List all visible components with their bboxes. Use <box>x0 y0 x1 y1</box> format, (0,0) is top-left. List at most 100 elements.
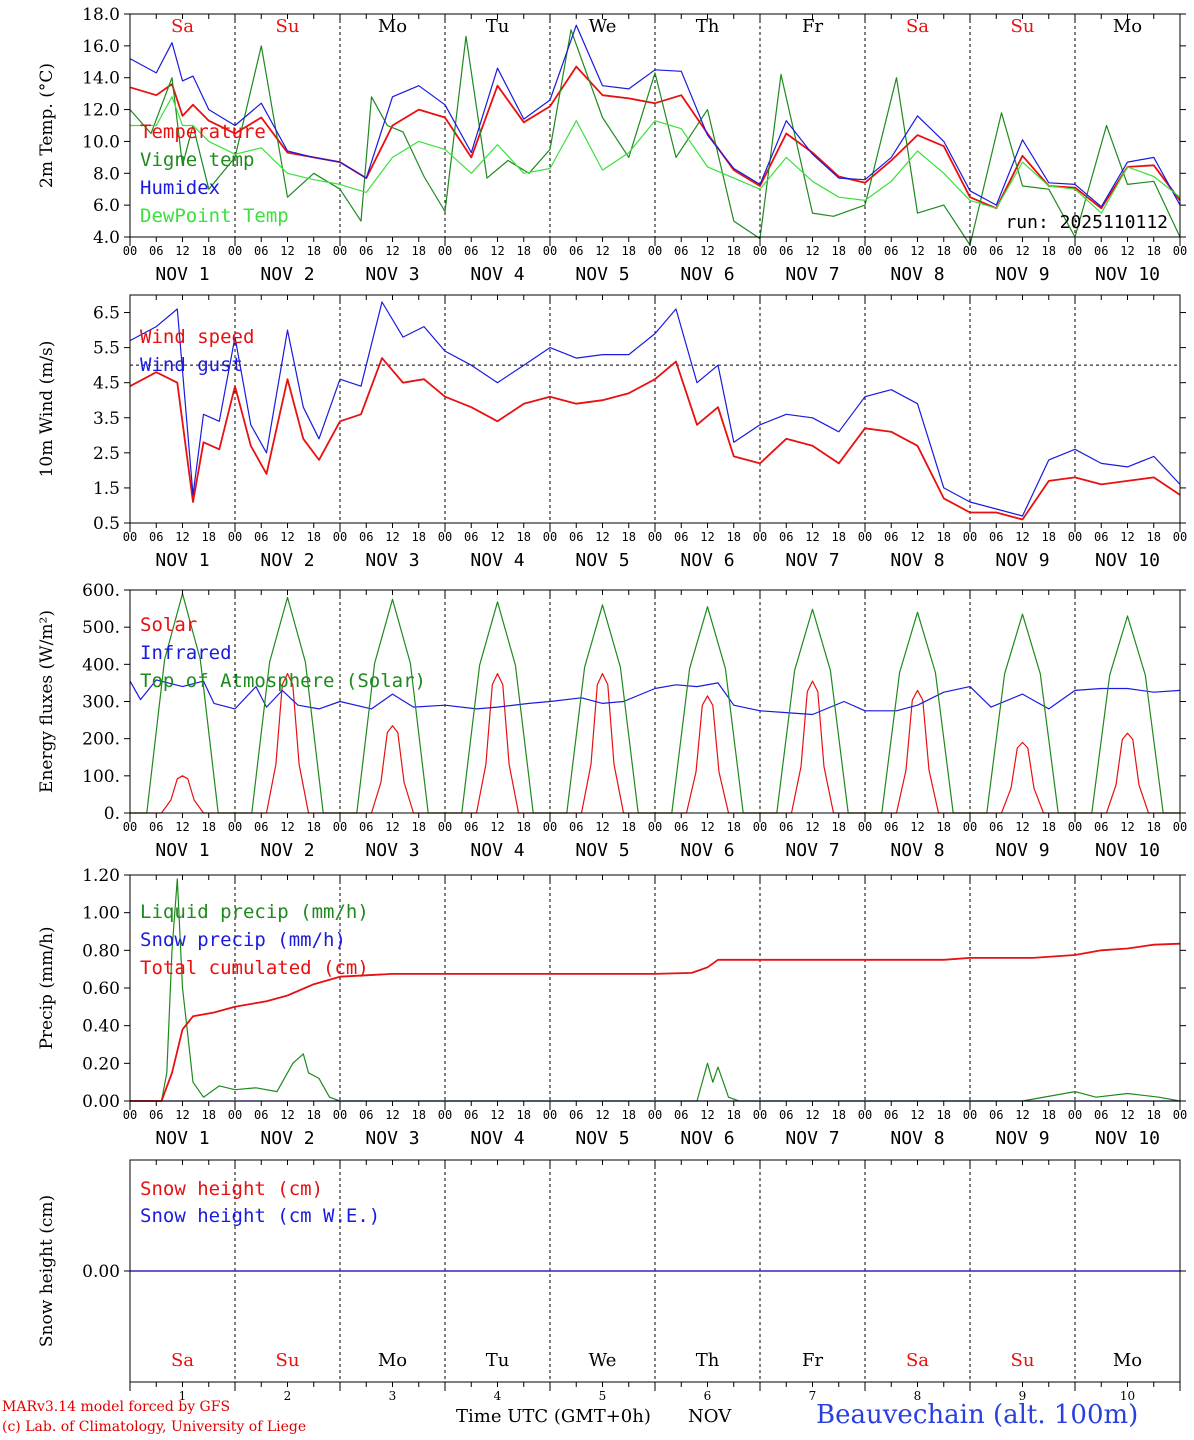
hour-label: 06 <box>989 1108 1003 1122</box>
hour-label: 06 <box>254 1108 268 1122</box>
y-tick-label: 16.0 <box>82 37 120 57</box>
day-number: 4 <box>494 1389 502 1403</box>
y-tick-label: 300. <box>82 693 120 713</box>
date-label: NOV 3 <box>365 264 419 285</box>
hour-label: 00 <box>333 1108 347 1122</box>
hour-label: 12 <box>700 820 714 834</box>
hour-label: 00 <box>438 1108 452 1122</box>
date-label: NOV 10 <box>1095 840 1160 861</box>
hour-label: 06 <box>779 244 793 258</box>
legend-entry: Wind gust <box>140 354 243 376</box>
day-name: Mo <box>378 1350 407 1371</box>
hour-label: 00 <box>438 244 452 258</box>
y-tick-label: 0. <box>104 804 120 824</box>
hour-label: 12 <box>280 530 294 544</box>
date-label: NOV 9 <box>995 550 1049 571</box>
y-tick-label: 0.40 <box>82 1017 120 1037</box>
hour-label: 00 <box>858 1108 872 1122</box>
hour-label: 18 <box>1147 244 1161 258</box>
hour-label: 12 <box>700 1108 714 1122</box>
hour-label: 18 <box>412 820 426 834</box>
hour-label: 00 <box>1173 244 1187 258</box>
hour-label: 18 <box>622 1108 636 1122</box>
hour-label: 00 <box>1068 1108 1082 1122</box>
hour-label: 18 <box>832 244 846 258</box>
y-tick-label: 12.0 <box>82 101 120 121</box>
date-label: NOV 9 <box>995 1128 1049 1149</box>
date-label: NOV 8 <box>890 550 944 571</box>
legend-entry: DewPoint Temp <box>140 205 289 227</box>
hour-label: 06 <box>464 1108 478 1122</box>
y-tick-label: 200. <box>82 730 120 750</box>
day-number: 6 <box>704 1389 712 1403</box>
hour-label: 06 <box>359 530 373 544</box>
date-label: NOV 1 <box>155 264 209 285</box>
hour-label: 18 <box>1042 1108 1056 1122</box>
hour-label: 18 <box>202 530 216 544</box>
hour-label: 06 <box>569 244 583 258</box>
date-label: NOV 1 <box>155 840 209 861</box>
x-axis-title: Time UTC (GMT+0h) <box>456 1406 651 1427</box>
hour-label: 00 <box>228 1108 242 1122</box>
hour-label: 12 <box>910 1108 924 1122</box>
day-number: 3 <box>389 1389 397 1403</box>
date-label: NOV 3 <box>365 1128 419 1149</box>
y-tick-label: 3.5 <box>93 409 120 429</box>
hour-label: 00 <box>543 244 557 258</box>
hour-label: 06 <box>674 820 688 834</box>
hour-label: 00 <box>1068 530 1082 544</box>
y-tick-label: 0.00 <box>82 1262 120 1282</box>
hour-label: 00 <box>1173 530 1187 544</box>
y-tick-label: 6.0 <box>93 196 120 216</box>
hour-label: 00 <box>123 1108 137 1122</box>
y-tick-label: 0.5 <box>93 514 120 534</box>
legend-entry: Snow height (cm) <box>140 1178 323 1200</box>
day-number: 2 <box>284 1389 292 1403</box>
hour-label: 18 <box>1147 1108 1161 1122</box>
day-name: We <box>589 1350 617 1371</box>
hour-label: 00 <box>543 1108 557 1122</box>
y-tick-label: 2.5 <box>93 444 120 464</box>
hour-label: 06 <box>779 820 793 834</box>
hour-label: 18 <box>937 820 951 834</box>
hour-label: 12 <box>1120 1108 1134 1122</box>
date-label: NOV 7 <box>785 264 839 285</box>
day-number: 5 <box>599 1389 607 1403</box>
hour-label: 18 <box>1042 530 1056 544</box>
hour-label: 06 <box>569 1108 583 1122</box>
hour-label: 06 <box>254 530 268 544</box>
y-tick-label: 100. <box>82 767 120 787</box>
hour-label: 12 <box>805 1108 819 1122</box>
date-label: NOV 6 <box>680 550 734 571</box>
model-credit: MARv3.14 model forced by GFS <box>2 1399 231 1415</box>
hour-label: 18 <box>307 1108 321 1122</box>
day-name: Fr <box>802 16 823 37</box>
series-line-1-4 <box>130 96 1181 214</box>
y-tick-label: 5.5 <box>93 339 120 359</box>
y-tick-label: 1.00 <box>82 904 120 924</box>
hour-label: 12 <box>490 530 504 544</box>
hour-label: 06 <box>1094 530 1108 544</box>
y-axis-label: Snow height (cm) <box>37 1195 57 1347</box>
day-name: Th <box>696 1350 720 1371</box>
hour-label: 06 <box>359 244 373 258</box>
y-tick-label: 18.0 <box>82 5 120 25</box>
hour-label: 00 <box>648 530 662 544</box>
hour-label: 00 <box>1173 820 1187 834</box>
hour-label: 06 <box>464 530 478 544</box>
y-tick-label: 600. <box>82 581 120 601</box>
day-name: Sa <box>171 1350 194 1371</box>
hour-label: 18 <box>727 1108 741 1122</box>
y-axis-label: Energy fluxes (W/m²) <box>37 610 57 793</box>
day-name: Tu <box>486 16 510 37</box>
date-label: NOV 10 <box>1095 1128 1160 1149</box>
hour-label: 06 <box>779 530 793 544</box>
y-tick-label: 8.0 <box>93 164 120 184</box>
hour-label: 12 <box>175 1108 189 1122</box>
hour-label: 06 <box>254 244 268 258</box>
y-tick-label: 0.20 <box>82 1054 120 1074</box>
plot-frame <box>129 13 1181 238</box>
day-name: Sa <box>906 1350 929 1371</box>
hour-label: 18 <box>832 530 846 544</box>
